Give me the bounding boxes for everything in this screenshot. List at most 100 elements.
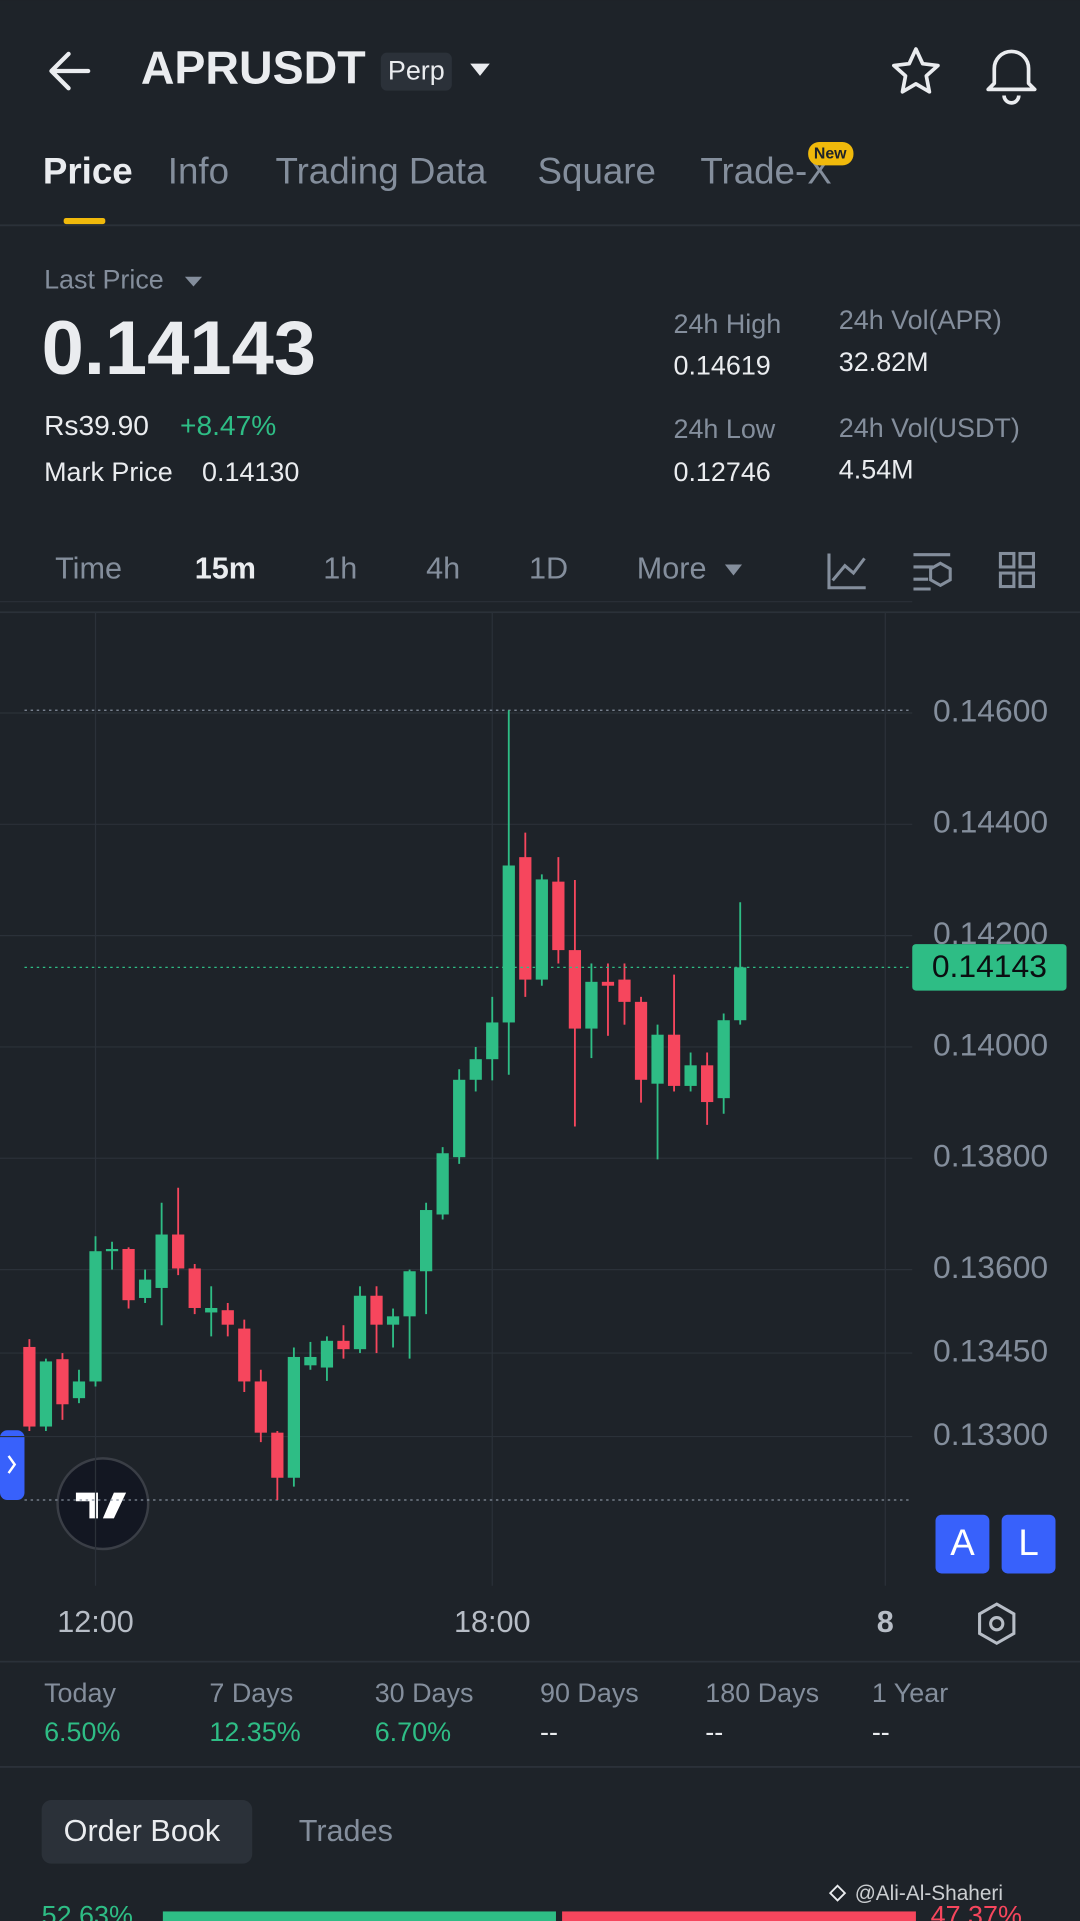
candle-body bbox=[337, 1340, 350, 1350]
performance-value: -- bbox=[872, 1717, 890, 1747]
chart-button[interactable] bbox=[1001, 1514, 1056, 1574]
interval-button[interactable]: 1D bbox=[529, 552, 568, 586]
axis-settings-button[interactable] bbox=[978, 1602, 1016, 1646]
y-tick-label: 0.14800 bbox=[933, 581, 1048, 617]
chart-button[interactable] bbox=[935, 1514, 990, 1574]
candle-body bbox=[386, 1316, 400, 1325]
performance-label: Today bbox=[44, 1678, 116, 1708]
stat-label: 24h High bbox=[673, 309, 781, 339]
candle-body bbox=[320, 1340, 334, 1368]
order-book-tab-bg[interactable] bbox=[41, 1800, 253, 1864]
candle-body bbox=[89, 1251, 102, 1382]
candle-body bbox=[155, 1234, 168, 1288]
y-tick-label: 0.14400 bbox=[933, 804, 1048, 840]
candle-body bbox=[39, 1361, 53, 1427]
candle-body bbox=[684, 1065, 697, 1086]
stat-value: 0.12746 bbox=[673, 457, 770, 487]
candle-body bbox=[486, 1022, 499, 1060]
symbol-title[interactable]: APRUSDT bbox=[141, 41, 366, 93]
candle-body bbox=[667, 1034, 681, 1086]
stat-value: 0.14619 bbox=[673, 350, 770, 380]
buy-ratio-label: 52.63% bbox=[42, 1901, 133, 1921]
candle-body bbox=[254, 1381, 267, 1433]
sell-ratio-label: 47.37% bbox=[931, 1901, 1022, 1921]
interval-button[interactable]: Time bbox=[55, 552, 122, 586]
performance-label: 90 Days bbox=[540, 1678, 639, 1708]
local-price: Rs39.90 bbox=[44, 410, 149, 441]
candle-body bbox=[701, 1065, 714, 1103]
candle-body bbox=[453, 1079, 466, 1158]
new-badge-label: New bbox=[814, 145, 847, 162]
perp-badge bbox=[380, 52, 452, 91]
candle-body bbox=[469, 1059, 482, 1080]
candle-body bbox=[304, 1356, 317, 1366]
performance-label: 180 Days bbox=[705, 1678, 819, 1708]
y-tick-label: 0.13600 bbox=[933, 1249, 1048, 1285]
side-drawer-handle[interactable] bbox=[0, 1430, 25, 1501]
chart-settings-icon bbox=[929, 561, 952, 588]
y-tick-label: 0.13800 bbox=[933, 1138, 1048, 1174]
chart-settings-button[interactable] bbox=[913, 553, 951, 591]
layout-cell bbox=[998, 571, 1016, 589]
candle-body bbox=[618, 979, 631, 1002]
y-tick-label: 0.13450 bbox=[933, 1332, 1048, 1368]
sell-ratio-bar bbox=[562, 1911, 916, 1921]
candle-body bbox=[734, 967, 747, 1021]
candle-body bbox=[172, 1234, 185, 1269]
candle-body bbox=[535, 879, 548, 980]
interval-button[interactable]: 15m bbox=[195, 552, 256, 586]
more-dropdown[interactable] bbox=[724, 564, 743, 576]
mark-price-label: Mark Price bbox=[44, 457, 173, 487]
candle-body bbox=[403, 1271, 416, 1317]
interval-button[interactable]: More bbox=[637, 552, 707, 586]
candle-body bbox=[601, 981, 615, 986]
candle-body bbox=[420, 1210, 433, 1272]
tab[interactable]: Price bbox=[43, 151, 133, 192]
candle-body bbox=[23, 1346, 36, 1427]
symbol-dropdown[interactable] bbox=[470, 63, 490, 76]
axis-settings-icon bbox=[989, 1616, 1005, 1632]
layout-cell bbox=[1018, 551, 1035, 569]
candle-body bbox=[122, 1248, 135, 1301]
layout-button[interactable] bbox=[998, 551, 1035, 589]
candle-body bbox=[370, 1295, 383, 1325]
tab[interactable]: Trading Data bbox=[276, 151, 487, 192]
y-tick-label: 0.14000 bbox=[933, 1026, 1048, 1062]
x-tick-label: 8 bbox=[877, 1605, 894, 1639]
stat-value: 4.54M bbox=[839, 455, 914, 485]
candle-body bbox=[568, 950, 582, 1029]
candle-body bbox=[221, 1310, 234, 1325]
performance-value: -- bbox=[540, 1717, 558, 1747]
candle-body bbox=[188, 1268, 201, 1308]
favorite-button[interactable] bbox=[892, 47, 940, 94]
performance-label: 1 Year bbox=[872, 1678, 948, 1708]
candle-body bbox=[634, 1001, 648, 1080]
new-badge bbox=[808, 142, 854, 166]
performance-label: 7 Days bbox=[209, 1678, 293, 1708]
stat-label: 24h Vol(USDT) bbox=[839, 413, 1020, 443]
performance-value: 12.35% bbox=[209, 1717, 300, 1747]
tradingview-logo[interactable] bbox=[56, 1457, 150, 1551]
watermark: @Ali-Al-Shaheri bbox=[855, 1882, 1003, 1905]
interval-button[interactable]: 4h bbox=[426, 552, 460, 586]
candle-body bbox=[519, 857, 532, 980]
candle-body bbox=[436, 1153, 449, 1215]
notification-button[interactable] bbox=[986, 49, 1037, 105]
interval-button[interactable]: 1h bbox=[323, 552, 357, 586]
performance-label: 30 Days bbox=[375, 1678, 474, 1708]
order-book-tab[interactable]: Order Book bbox=[64, 1814, 221, 1848]
performance-value: -- bbox=[705, 1717, 723, 1747]
price-change: +8.47% bbox=[180, 410, 276, 441]
back-button[interactable] bbox=[49, 51, 91, 91]
chart-button-label: A bbox=[950, 1522, 975, 1563]
trades-tab[interactable]: Trades bbox=[299, 1814, 393, 1848]
tab[interactable]: Info bbox=[168, 151, 229, 192]
indicator-button[interactable] bbox=[827, 553, 866, 590]
tab[interactable]: Square bbox=[538, 151, 656, 192]
performance-value: 6.70% bbox=[375, 1717, 451, 1747]
candle-body bbox=[552, 881, 565, 951]
candle-body bbox=[717, 1020, 730, 1099]
last-price-label[interactable]: Last Price bbox=[44, 265, 164, 295]
price-dropdown[interactable] bbox=[184, 276, 203, 287]
